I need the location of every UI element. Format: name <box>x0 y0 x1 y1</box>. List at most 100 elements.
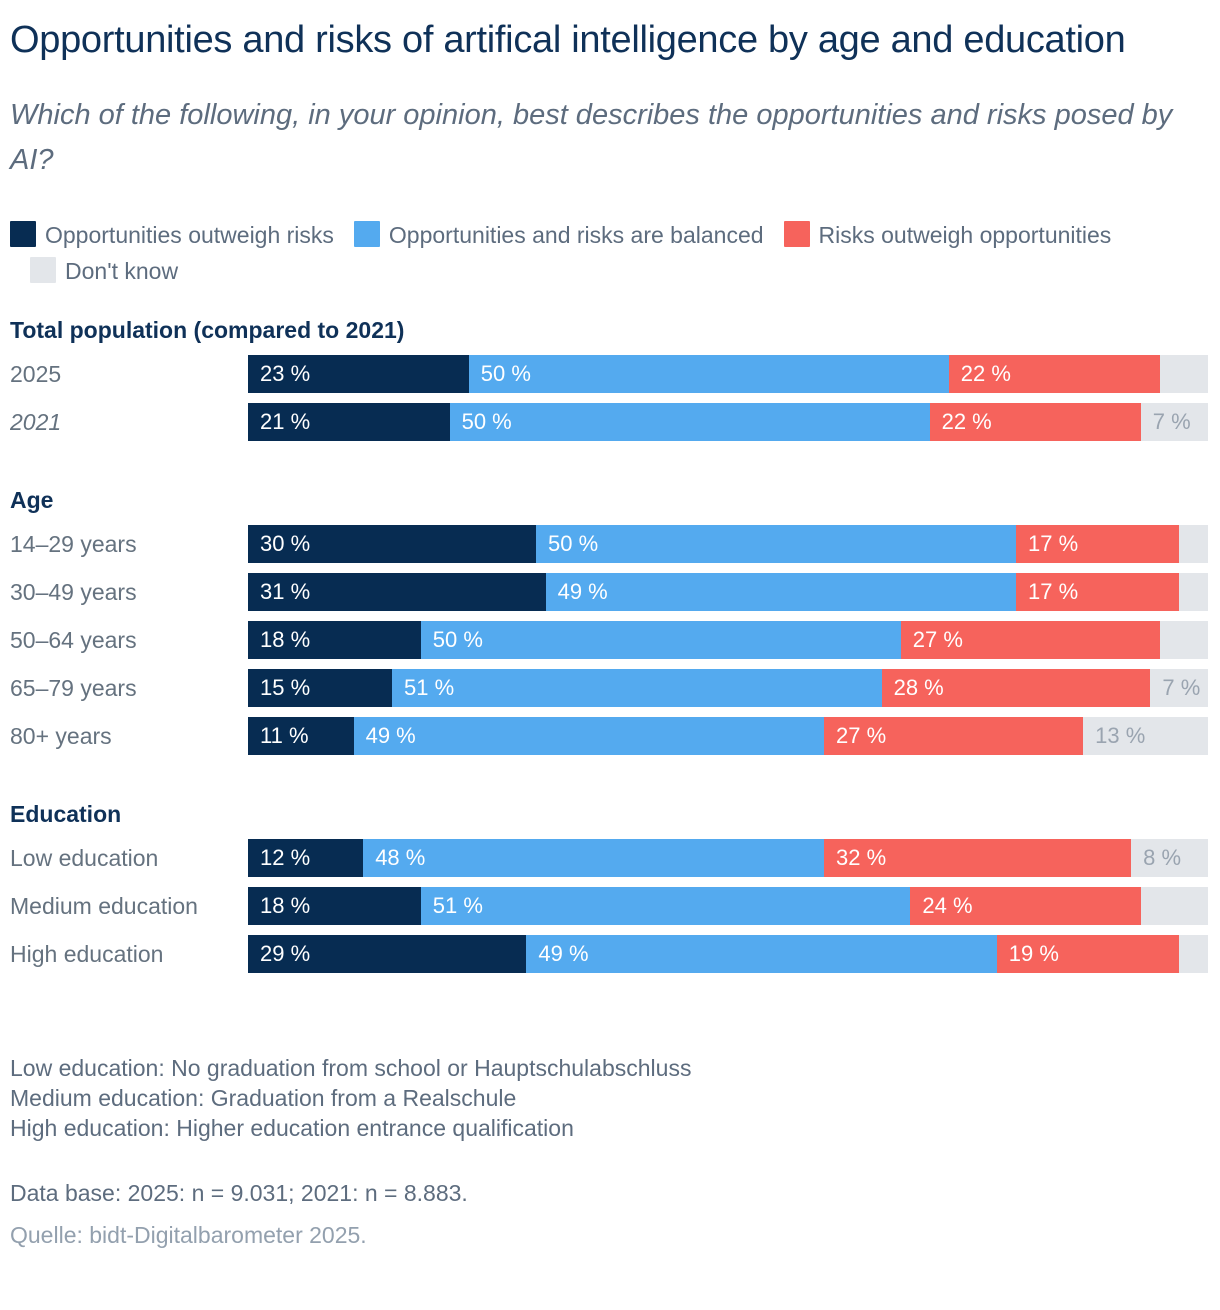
footnote-line: Low education: No graduation from school… <box>10 1055 692 1082</box>
bar-segment-value: 22 % <box>941 409 992 435</box>
bar-segment-dont-know: 8 % <box>1131 839 1208 878</box>
stacked-bar: 31 % 49 % 17 % <box>248 573 1208 612</box>
legend-label: Opportunities and risks are balanced <box>388 222 764 249</box>
bar-segment-opportunities-outweigh-risks: 18 % <box>248 887 421 926</box>
chart-group-title: Age <box>10 487 54 514</box>
bar-segment-value: 19 % <box>1008 941 1059 967</box>
chart-row: 14–29 years 30 % 50 % 17 % <box>10 525 1208 564</box>
stacked-bar: 11 % 49 % 27 % 13 % <box>248 717 1208 756</box>
chart-group-title: Total population (compared to 2021) <box>10 317 405 344</box>
bar-segment-value: 29 % <box>260 941 311 967</box>
bar-segment-dont-know <box>1179 525 1208 564</box>
bar-segment-opportunities-outweigh-risks: 30 % <box>248 525 536 564</box>
row-label: Low education <box>10 844 159 871</box>
bar-segment-value: 49 % <box>557 579 608 605</box>
chart-row: 30–49 years 31 % 49 % 17 % <box>10 573 1208 612</box>
chart-row: Medium education 18 % 51 % 24 % <box>10 887 1208 926</box>
chart-title: Opportunities and risks of artifical int… <box>10 19 1126 61</box>
bar-segment-dont-know: 7 % <box>1150 669 1208 708</box>
bar-segment-value: 15 % <box>260 675 311 701</box>
chart-row: 80+ years 11 % 49 % 27 % 13 % <box>10 717 1208 756</box>
bar-segment-value: 18 % <box>260 893 311 919</box>
bar-segment-risks-outweigh-opportunities: 24 % <box>910 887 1141 926</box>
stacked-bar: 21 % 50 % 22 % 7 % <box>248 403 1208 442</box>
bar-segment-opportunities-outweigh-risks: 15 % <box>248 669 392 708</box>
bar-segment-opportunities-and-risks-balanced: 48 % <box>363 839 824 878</box>
data-base-note: Data base: 2025: n = 9.031; 2021: n = 8.… <box>10 1180 468 1207</box>
bar-segment-value: 13 % <box>1095 723 1146 749</box>
legend: Opportunities outweigh risks Opportunitie… <box>10 217 1115 289</box>
chart-rows: 2025 23 % 50 % 22 % 2021 21 % 50 % 22 % 7 % <box>10 355 1208 442</box>
chart-group-title: Education <box>10 801 122 828</box>
chart-row: High education 29 % 49 % 19 % <box>10 935 1208 974</box>
bar-segment-risks-outweigh-opportunities: 17 % <box>1015 573 1180 612</box>
bar-segment-value: 31 % <box>260 579 311 605</box>
stacked-bar: 12 % 48 % 32 % 8 % <box>248 839 1208 878</box>
bar-segment-value: 17 % <box>1027 579 1079 605</box>
bar-segment-opportunities-and-risks-balanced: 50 % <box>536 525 1016 564</box>
bar-segment-value: 27 % <box>912 627 963 653</box>
bar-segment-opportunities-and-risks-balanced: 49 % <box>353 717 824 756</box>
legend-swatch-opportunities-outweigh-risks <box>10 221 36 248</box>
bar-segment-value: 7 % <box>1162 675 1201 701</box>
bar-segment-value: 8 % <box>1143 845 1182 871</box>
bar-segment-value: 50 % <box>548 531 599 557</box>
chart-row: 50–64 years 18 % 50 % 27 % <box>10 621 1208 660</box>
chart-row: Low education 12 % 48 % 32 % 8 % <box>10 839 1208 878</box>
legend-swatch-opportunities-and-risks-balanced <box>353 221 380 248</box>
bar-segment-value: 22 % <box>960 361 1011 387</box>
bar-segment-risks-outweigh-opportunities: 17 % <box>1016 525 1180 564</box>
footnote-line: High education: Higher education entranc… <box>10 1115 574 1142</box>
stacked-bar: 30 % 50 % 17 % <box>248 525 1208 564</box>
bar-segment-dont-know <box>1159 621 1208 660</box>
bar-segment-opportunities-outweigh-risks: 11 % <box>248 717 354 756</box>
stacked-bar: 18 % 50 % 27 % <box>248 621 1208 660</box>
bar-segment-dont-know: 13 % <box>1083 717 1208 756</box>
bar-segment-dont-know <box>1179 573 1208 612</box>
bar-segment-opportunities-outweigh-risks: 23 % <box>248 355 469 394</box>
chart-row: 2021 21 % 50 % 22 % 7 % <box>10 403 1208 442</box>
bar-segment-value: 7 % <box>1152 409 1191 435</box>
bar-segment-risks-outweigh-opportunities: 22 % <box>948 355 1160 394</box>
chart-group: Age 14–29 years 30 % 50 % 17 % 30–49 years 31 … <box>10 487 1208 756</box>
bar-segment-value: 27 % <box>835 723 887 749</box>
row-label: 30–49 years <box>10 578 137 605</box>
bar-segment-value: 49 % <box>365 723 416 749</box>
footnotes: Low education: No graduation from school… <box>10 1053 1208 1143</box>
row-label: 14–29 years <box>10 530 137 557</box>
infographic: Opportunities and risks of artifical int… <box>10 19 1208 1249</box>
bar-segment-value: 24 % <box>922 893 973 919</box>
legend-label: Opportunities outweigh risks <box>45 222 334 249</box>
legend-swatch-dont-know <box>30 257 56 284</box>
chart-row: 2025 23 % 50 % 22 % <box>10 355 1208 394</box>
legend-label: Risks outweigh opportunities <box>818 222 1112 249</box>
row-label: 65–79 years <box>10 674 137 701</box>
row-label: 2021 <box>10 408 62 435</box>
bar-segment-value: 48 % <box>375 845 426 871</box>
bar-segment-value: 28 % <box>893 675 944 701</box>
row-label: Medium education <box>10 892 198 919</box>
stacked-bar: 23 % 50 % 22 % <box>248 355 1208 394</box>
bar-segment-opportunities-outweigh-risks: 29 % <box>248 935 527 974</box>
stacked-bar-chart: Total population (compared to 2021) 2025 2… <box>10 317 1208 974</box>
chart-group: Total population (compared to 2021) 2025 2… <box>10 317 1208 442</box>
bar-segment-opportunities-and-risks-balanced: 49 % <box>545 573 1016 612</box>
bar-segment-risks-outweigh-opportunities: 22 % <box>929 403 1141 442</box>
row-label: 50–64 years <box>10 626 137 653</box>
row-label: High education <box>10 940 164 967</box>
bar-segment-opportunities-and-risks-balanced: 50 % <box>420 621 901 660</box>
bar-segment-value: 12 % <box>260 845 311 871</box>
bar-segment-risks-outweigh-opportunities: 28 % <box>881 669 1151 708</box>
stacked-bar: 29 % 49 % 19 % <box>248 935 1208 974</box>
stacked-bar: 15 % 51 % 28 % 7 % <box>248 669 1208 708</box>
bar-segment-value: 23 % <box>260 361 311 387</box>
bar-segment-value: 51 % <box>432 893 483 919</box>
footnote-line: Medium education: Graduation from a Real… <box>10 1085 517 1112</box>
row-label: 2025 <box>10 360 62 387</box>
chart-subtitle: Which of the following, in your opinion,… <box>10 99 1173 177</box>
bar-segment-value: 30 % <box>260 531 311 557</box>
source-note: Quelle: bidt-Digitalbarometer 2025. <box>10 1222 367 1249</box>
bar-segment-value: 50 % <box>432 627 483 653</box>
bar-segment-value: 49 % <box>538 941 589 967</box>
bar-segment-opportunities-and-risks-balanced: 51 % <box>420 887 911 926</box>
